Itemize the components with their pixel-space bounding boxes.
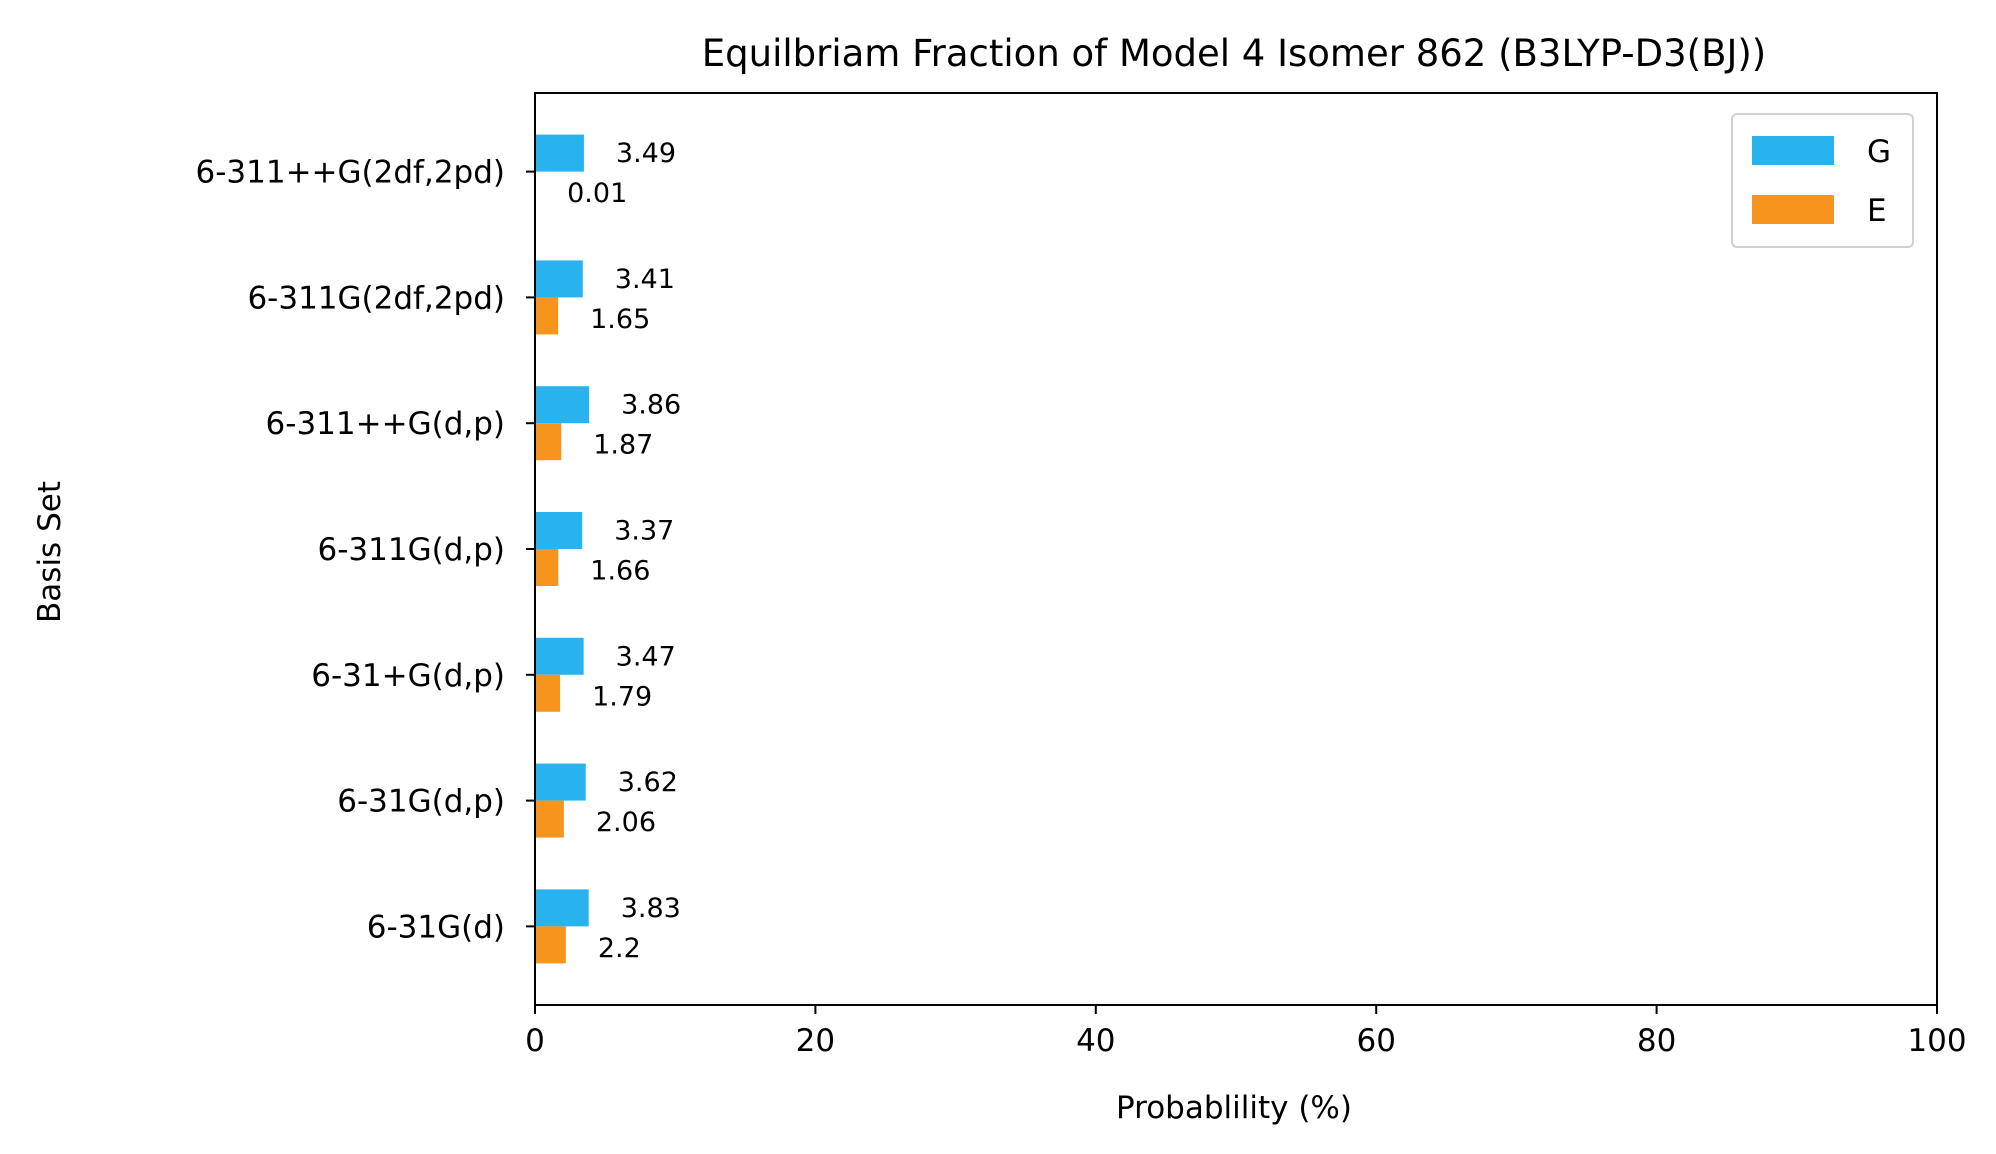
- bar-g-5: [535, 260, 583, 298]
- data-label-e-1: 2.06: [596, 807, 656, 838]
- data-label-e-5: 1.65: [590, 304, 650, 335]
- y-tick-label-2: 6-31+G(d,p): [311, 658, 505, 694]
- y-axis-label: Basis Set: [32, 481, 68, 623]
- data-label-e-2: 1.79: [592, 681, 652, 712]
- data-labels-layer: 3.83 2.2 3.62 2.06 3.47 1.79 3.37 1.66 3.86 1.87 3…: [567, 138, 681, 964]
- axes-layer: 6-31G(d) 6-31G(d,p) 6-31+G(d,p) 6-311G(d,p)…: [196, 92, 1967, 1059]
- data-label-g-0: 3.83: [621, 893, 681, 924]
- legend-label-g: G: [1867, 134, 1891, 170]
- y-tick-label-6: 6-311++G(2df,2pd): [196, 155, 506, 191]
- y-tick-label-1: 6-31G(d,p): [337, 784, 505, 820]
- x-tick-label-1: 20: [796, 1023, 835, 1059]
- bar-e-0: [535, 926, 566, 964]
- legend-swatch-e: [1752, 195, 1834, 224]
- bar-e-3: [535, 549, 559, 586]
- data-label-e-4: 1.87: [593, 430, 653, 461]
- y-tick-label-4: 6-311++G(d,p): [266, 406, 505, 442]
- data-label-g-1: 3.62: [618, 767, 678, 798]
- data-label-g-3: 3.37: [614, 516, 674, 547]
- plot-frame: [534, 92, 1938, 1006]
- bar-e-4: [535, 423, 562, 461]
- bar-g-2: [535, 637, 584, 675]
- bar-g-6: [535, 134, 584, 172]
- x-tick-label-2: 40: [1076, 1023, 1115, 1059]
- bars-layer: [535, 134, 590, 964]
- legend-swatch-g: [1752, 136, 1834, 165]
- bar-g-0: [535, 889, 589, 927]
- bar-e-2: [535, 674, 561, 712]
- data-label-e-3: 1.66: [590, 556, 650, 587]
- x-tick-label-0: 0: [525, 1023, 545, 1059]
- data-label-g-6: 3.49: [616, 138, 676, 169]
- bar-g-3: [535, 512, 583, 549]
- legend-label-e: E: [1867, 193, 1887, 229]
- data-label-g-4: 3.86: [621, 390, 681, 421]
- data-label-g-2: 3.47: [616, 641, 676, 672]
- y-tick-label-0: 6-31G(d): [367, 909, 505, 945]
- bar-g-4: [535, 386, 590, 424]
- bar-e-5: [535, 297, 559, 335]
- bar-e-1: [535, 800, 564, 838]
- x-tick-label-4: 80: [1637, 1023, 1676, 1059]
- x-tick-label-5: 100: [1907, 1023, 1966, 1059]
- y-tick-label-3: 6-311G(d,p): [318, 532, 506, 568]
- y-tick-label-5: 6-311G(2df,2pd): [247, 280, 505, 316]
- legend: GE: [1731, 113, 1914, 248]
- data-label-e-6: 0.01: [567, 178, 627, 209]
- chart-title: Equilbriam Fraction of Model 4 Isomer 86…: [702, 32, 1767, 75]
- x-axis-label: Probablility (%): [1116, 1090, 1352, 1126]
- data-label-g-5: 3.41: [615, 264, 675, 295]
- x-tick-label-3: 60: [1356, 1023, 1395, 1059]
- bar-g-1: [535, 763, 586, 801]
- data-label-e-0: 2.2: [598, 933, 641, 964]
